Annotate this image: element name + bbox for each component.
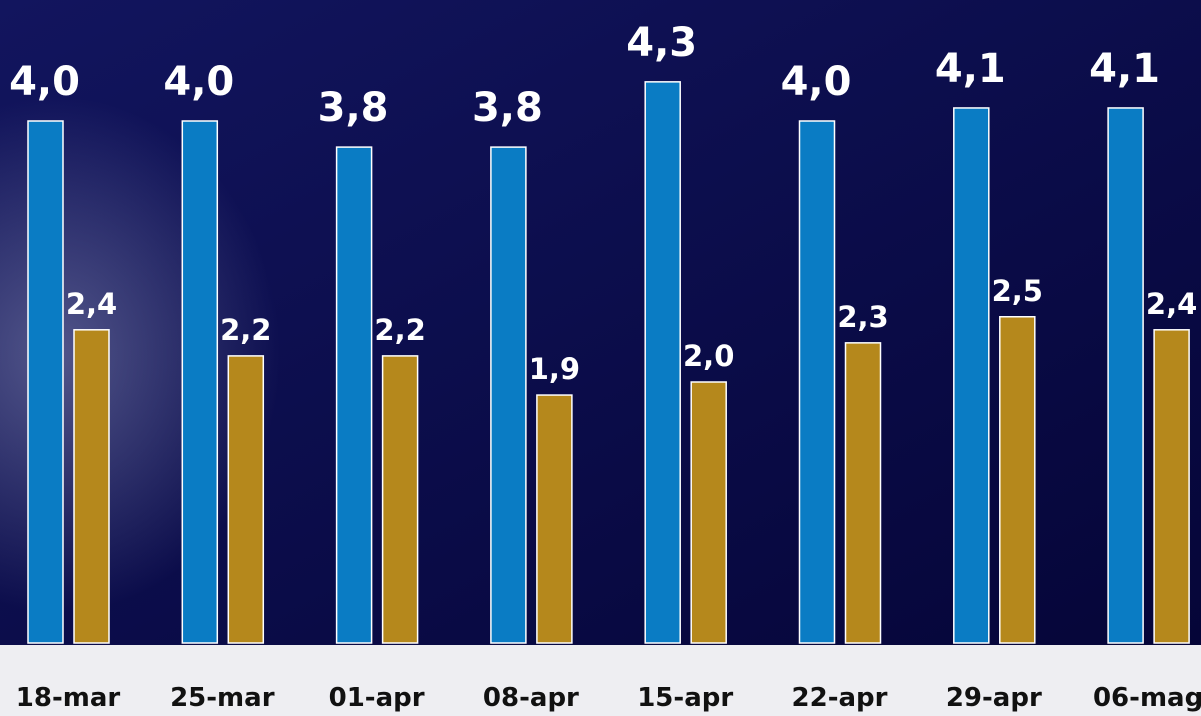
data-label: 2,3 <box>837 300 888 334</box>
data-label: 4,0 <box>781 59 852 105</box>
data-label: 2,5 <box>992 274 1043 308</box>
data-label: 3,8 <box>472 85 543 131</box>
category-strip <box>0 645 1201 716</box>
data-label: 4,0 <box>163 59 234 105</box>
data-label: 4,3 <box>626 20 697 66</box>
x-tick-label: 25-mar <box>170 683 275 713</box>
data-label: 4,1 <box>1089 46 1160 92</box>
data-label: 4,1 <box>935 46 1006 92</box>
data-label: 2,4 <box>66 287 117 321</box>
x-tick-label: 22-apr <box>792 683 888 713</box>
data-label: 1,9 <box>529 352 580 386</box>
bar <box>953 107 990 644</box>
bar <box>644 81 681 644</box>
bar <box>536 394 573 644</box>
data-label: 3,8 <box>318 85 389 131</box>
bar <box>490 146 527 644</box>
bar <box>1107 107 1144 644</box>
plot: 18-mar 4,0 2,4 25-mar 4,0 2,2 01-apr 3,8 2,2 08-a… <box>9 20 1201 713</box>
bar <box>844 342 882 644</box>
bar <box>690 381 727 644</box>
bar <box>1153 329 1190 644</box>
bar <box>181 120 219 644</box>
bar <box>335 146 373 644</box>
data-label: 2,4 <box>1146 287 1197 321</box>
bar <box>798 120 836 644</box>
x-tick-label: 08-apr <box>483 683 579 713</box>
data-label: 2,0 <box>683 339 734 373</box>
bar <box>999 316 1036 644</box>
bar <box>381 355 419 644</box>
data-label: 4,0 <box>9 59 80 105</box>
x-tick-label: 06-mag <box>1093 683 1201 713</box>
bar <box>227 355 265 644</box>
x-tick-label: 15-apr <box>637 683 733 713</box>
x-tick-label: 18-mar <box>16 683 121 713</box>
data-label: 2,2 <box>374 313 425 347</box>
data-label: 2,2 <box>220 313 271 347</box>
x-tick-label: 29-apr <box>946 683 1042 713</box>
x-tick-label: 01-apr <box>329 683 425 713</box>
bar <box>27 120 64 644</box>
bar <box>73 329 110 644</box>
